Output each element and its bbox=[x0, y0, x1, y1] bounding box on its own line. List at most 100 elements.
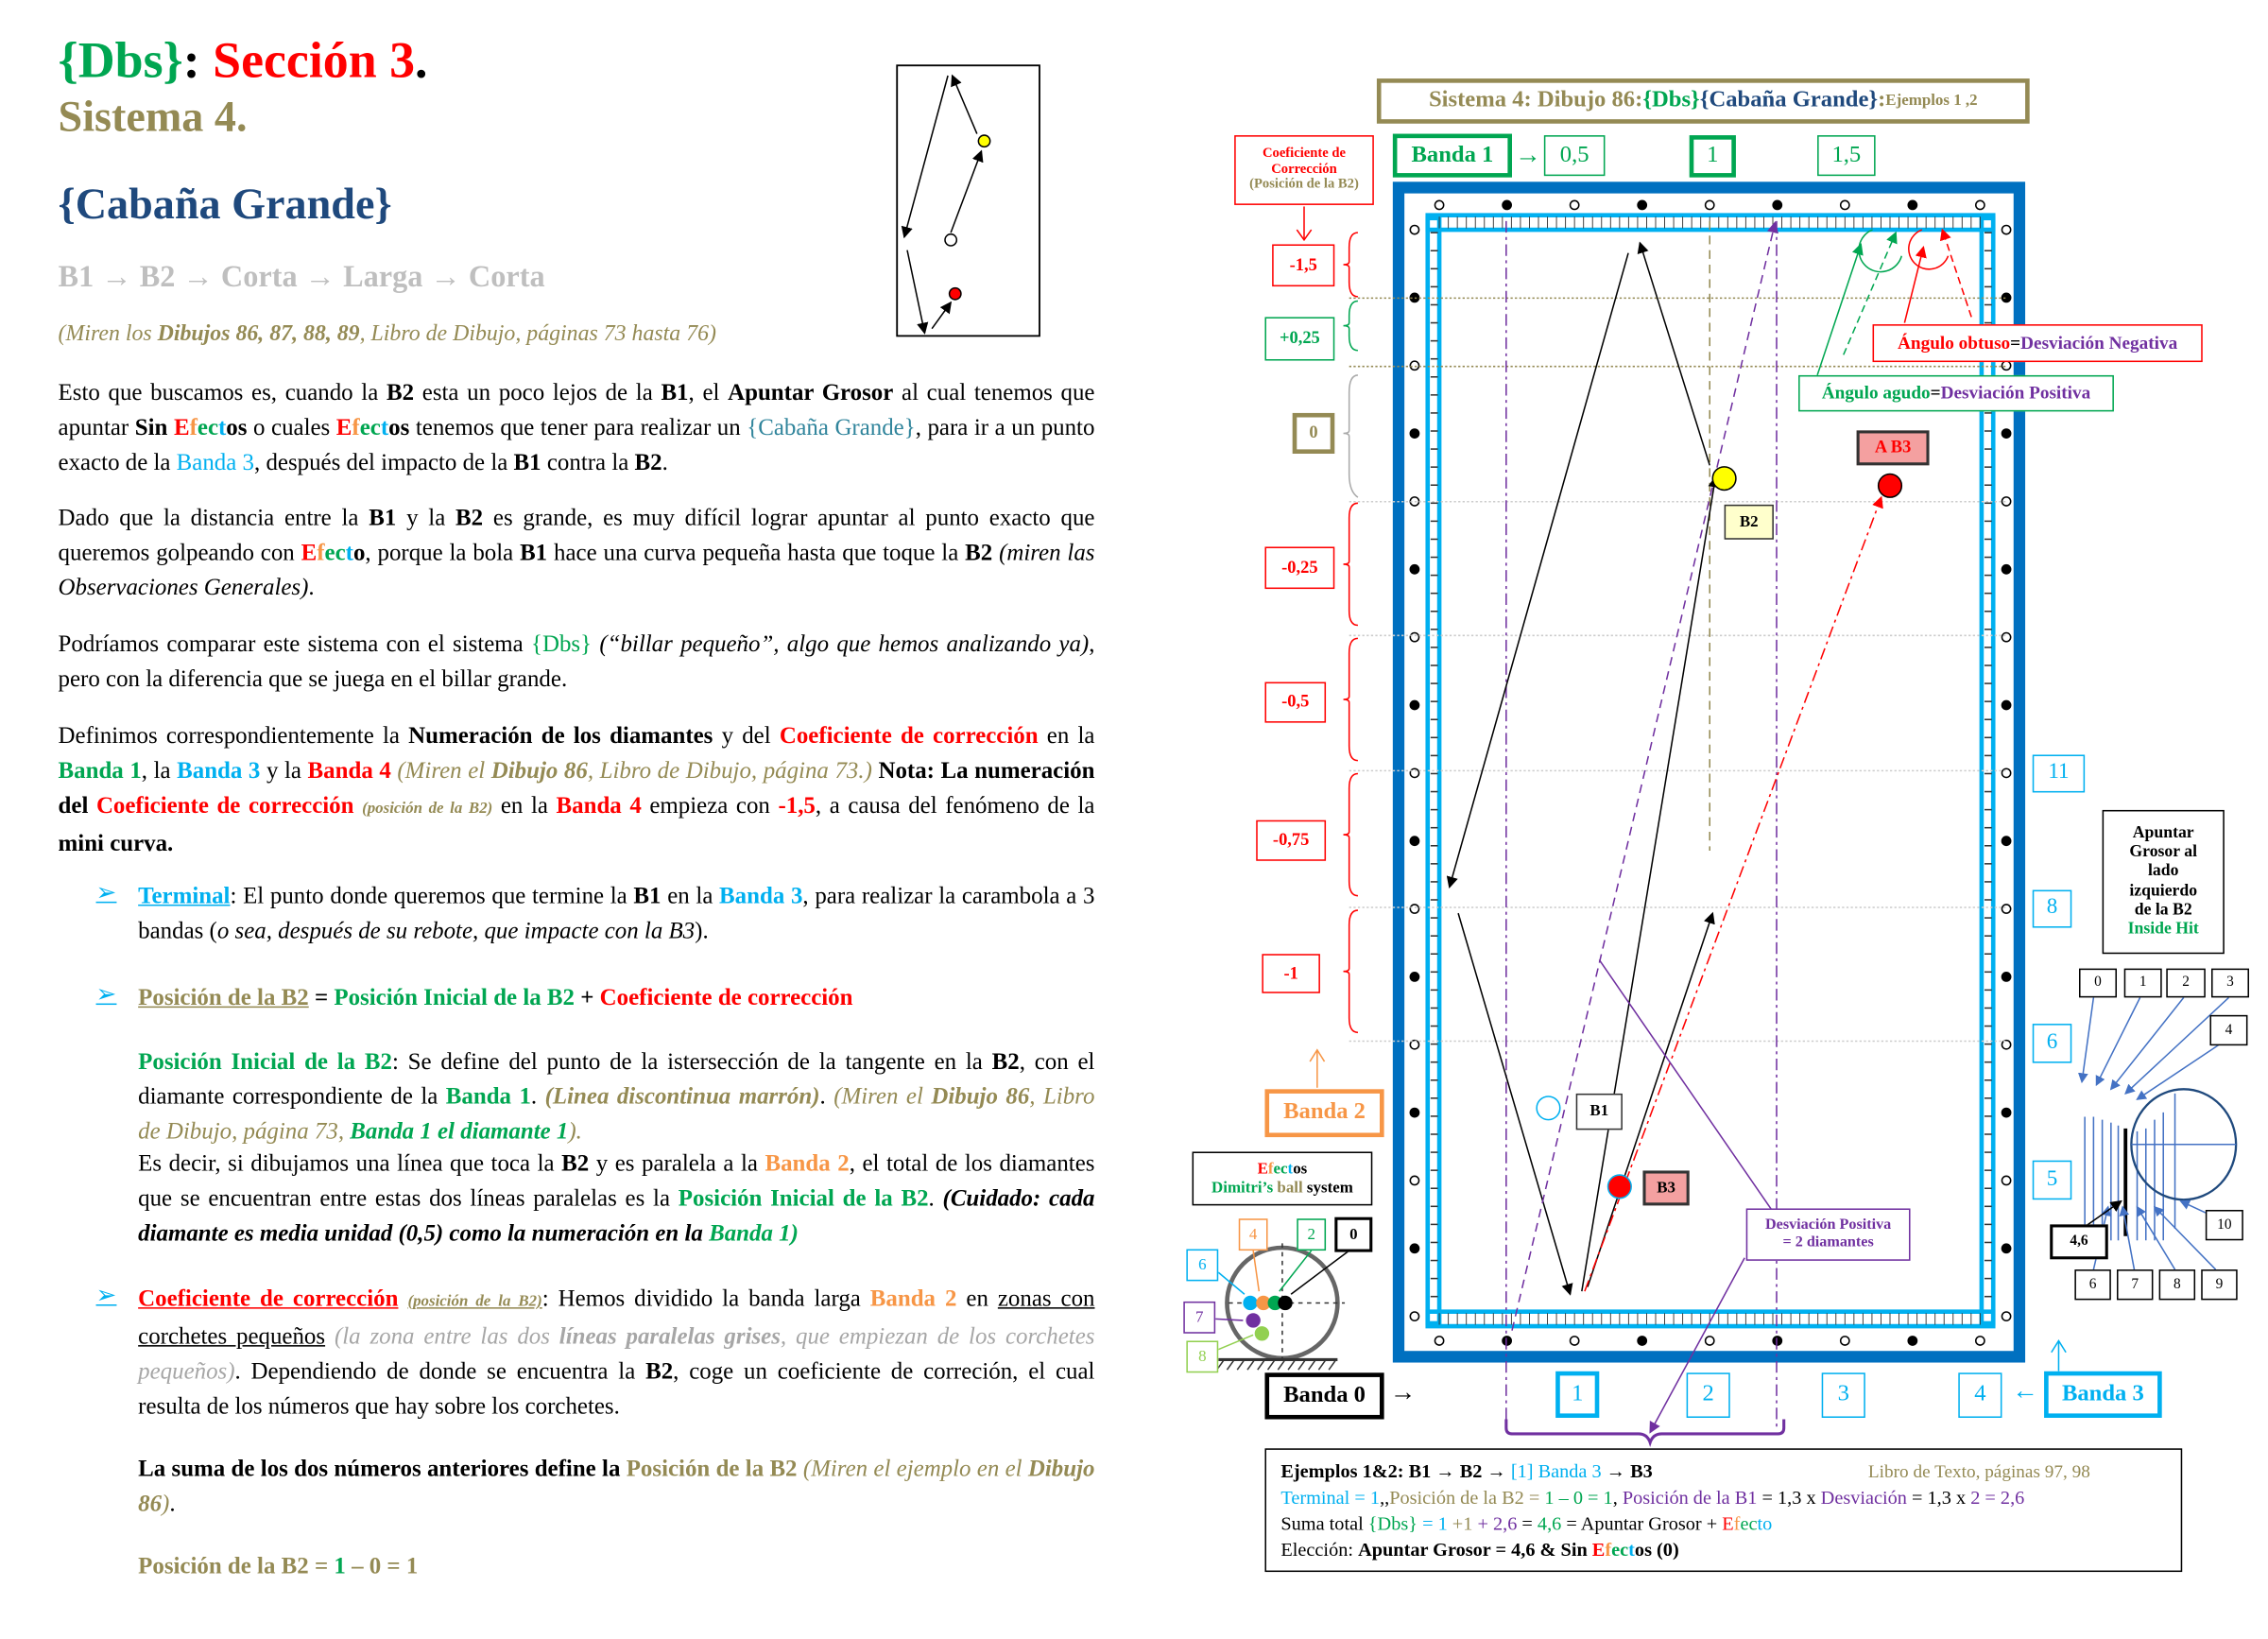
text-run: B1 bbox=[369, 504, 397, 531]
text-run: Dado que la distancia entre la bbox=[58, 504, 369, 531]
diamond bbox=[1409, 224, 1420, 235]
grosor-value: 6 bbox=[2074, 1269, 2111, 1301]
text-run: B2 bbox=[965, 539, 993, 566]
text-run: f bbox=[189, 414, 198, 441]
ground-hatch bbox=[1216, 1359, 1337, 1371]
path-to-b3 bbox=[1584, 495, 1883, 1292]
text-run: ball bbox=[1273, 1178, 1307, 1197]
text-run: t bbox=[1628, 1538, 1635, 1561]
text-run: Ejemplos 1&2: B1 → B2 → bbox=[1280, 1459, 1511, 1482]
text-run: contra la bbox=[541, 449, 635, 476]
diamond bbox=[1974, 1336, 1985, 1346]
diamond bbox=[2001, 428, 2012, 439]
text-run: Sin bbox=[134, 414, 168, 441]
path-diagonal bbox=[1511, 220, 1778, 1331]
text-run: = bbox=[2010, 333, 2021, 354]
text-run: es grande, es muy difícil lograr apuntar… bbox=[58, 504, 1095, 566]
text-run: = 1 bbox=[1417, 1511, 1448, 1535]
diamond bbox=[1434, 199, 1445, 211]
arrow-left-icon: ← bbox=[2012, 1375, 2038, 1406]
text-run: Esto que buscamos es, cuando la bbox=[58, 379, 387, 406]
diamond bbox=[2001, 768, 2012, 779]
paragraph-define: Definimos correspondientemente la Numera… bbox=[59, 718, 1095, 861]
text-run: , para ir a un punto exacto de la bbox=[58, 414, 1095, 476]
angulo-obtuso-label: Ángulo obtuso = Desviación Negativa bbox=[1872, 324, 2203, 363]
text-run: , bbox=[1612, 1486, 1623, 1509]
text-run: + 2,6 bbox=[1472, 1511, 1518, 1535]
diamond bbox=[1409, 699, 1420, 711]
text-run: tenemos que tener para realizar un bbox=[409, 414, 747, 441]
diamond bbox=[1704, 1336, 1715, 1346]
diamond bbox=[2001, 1311, 2012, 1321]
text-run: = Apuntar Grosor + bbox=[1561, 1511, 1723, 1535]
grosor-value: 10 bbox=[2205, 1209, 2243, 1241]
text-run: {Dbs} bbox=[58, 31, 183, 89]
diamond bbox=[2001, 224, 2012, 235]
text-run: E bbox=[1591, 1538, 1606, 1561]
grosor-value: 9 bbox=[2201, 1269, 2238, 1301]
diamond bbox=[1409, 1243, 1420, 1254]
diamond bbox=[1409, 1039, 1420, 1050]
banda3-value: 2 bbox=[1686, 1372, 1730, 1418]
summary-box: Ejemplos 1&2: B1 → B2 → [1] Banda 3 → B3… bbox=[1264, 1448, 2183, 1573]
text-run: = bbox=[308, 984, 335, 1011]
banda4-value: 6 bbox=[2032, 1024, 2072, 1063]
efecto-number: 8 bbox=[1186, 1340, 1219, 1373]
diamond bbox=[1637, 1336, 1648, 1346]
text-run: , que empiezan de los corchetes pequeños… bbox=[138, 1322, 1095, 1385]
text-run: y del bbox=[713, 722, 780, 750]
arrow-right-icon: → bbox=[1389, 1376, 1417, 1406]
paragraph-es-decir: Es decir, si dibujamos una línea que toc… bbox=[138, 1146, 1094, 1251]
text-run: ) bbox=[162, 1490, 170, 1517]
coef-value: -0,75 bbox=[1256, 820, 1327, 861]
text-run: Coeficiente de corrección bbox=[599, 984, 853, 1011]
text-run: ,, bbox=[1380, 1486, 1390, 1509]
diamond bbox=[1409, 1311, 1420, 1321]
ball-b3-target bbox=[1877, 473, 1903, 498]
paragraph-compare: Podríamos comparar este sistema con el s… bbox=[59, 627, 1095, 697]
text-run: Sección 3 bbox=[213, 31, 416, 89]
text-run: – 0 = 1 bbox=[345, 1553, 419, 1579]
ball-b2 bbox=[1711, 466, 1737, 492]
grosor-value: 7 bbox=[2116, 1269, 2154, 1301]
banda1-value: 0,5 bbox=[1543, 135, 1606, 177]
summary-examples: Ejemplos 1&2: B1 → B2 → [1] Banda 3 → B3 bbox=[1280, 1460, 1652, 1482]
text-run: : El punto donde queremos que termine la bbox=[230, 882, 634, 909]
text-run: Banda 1 bbox=[445, 1083, 531, 1110]
text-run: Es decir, si dibujamos una línea que toc… bbox=[138, 1149, 562, 1177]
text-run: +1 bbox=[1447, 1511, 1473, 1535]
text-run: : Hemos dividido la banda larga bbox=[541, 1285, 870, 1312]
efecto-number: 2 bbox=[1297, 1218, 1327, 1251]
text-run: f bbox=[352, 414, 360, 441]
text-run: Desviación Negativa bbox=[2020, 333, 2178, 354]
text-run: Banda 3 bbox=[176, 449, 254, 476]
text-run: Desviación bbox=[1820, 1486, 1907, 1509]
diamond bbox=[1907, 1336, 1918, 1346]
zone-brackets bbox=[1343, 232, 1359, 1034]
text-run: : bbox=[182, 31, 214, 89]
diamond bbox=[1434, 1336, 1445, 1346]
text-run: . bbox=[819, 1083, 834, 1110]
text-run: ec bbox=[197, 414, 219, 441]
diamond bbox=[1839, 199, 1850, 211]
text-run: t bbox=[345, 539, 353, 566]
text-run: (Miren el bbox=[833, 1083, 932, 1110]
thumb-ball-b3 bbox=[948, 286, 962, 301]
text-run: en la bbox=[492, 792, 557, 820]
text-run: Coeficiente de corrección bbox=[95, 792, 354, 820]
text-run: Banda 4 bbox=[307, 757, 391, 785]
text-run: ec bbox=[324, 539, 346, 566]
text-run: , Libro de Dibujo, página 73.) bbox=[587, 757, 872, 785]
coef-box-line: Corrección bbox=[1271, 162, 1337, 177]
text-run: {Dbs} bbox=[531, 630, 593, 658]
text-run: : Se define del punto de la istersección… bbox=[391, 1048, 992, 1075]
text-run: t bbox=[218, 414, 227, 441]
text-run: o cuales bbox=[247, 414, 336, 441]
diamond bbox=[2001, 971, 2012, 982]
text-run: B1 bbox=[513, 449, 541, 476]
text-run: B1 bbox=[661, 379, 689, 406]
reference-note: (Miren los Dibujos 86, 87, 88, 89, Libro… bbox=[59, 321, 716, 348]
text-run: Banda 4 bbox=[556, 792, 642, 820]
diamond bbox=[1772, 199, 1783, 211]
diamond bbox=[1569, 199, 1580, 211]
